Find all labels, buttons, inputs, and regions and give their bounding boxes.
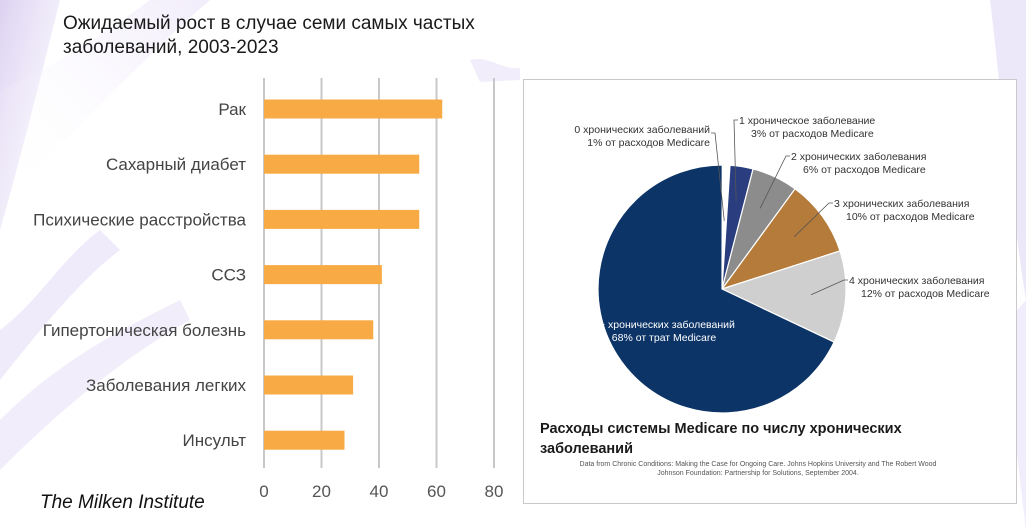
category-label: Психические расстройства xyxy=(33,210,246,229)
slice-value-label: 3% от расходов Medicare xyxy=(751,128,874,140)
slice-label: 0 хронических заболеваний xyxy=(574,124,710,136)
slice-label: 2 хронических заболевания xyxy=(791,151,926,163)
category-label: Заболевания легких xyxy=(86,376,247,395)
category-label: ССЗ xyxy=(211,266,246,285)
bar xyxy=(264,320,374,340)
category-label: Инсульт xyxy=(183,431,247,450)
pie-slice xyxy=(720,187,841,291)
bar xyxy=(264,154,420,174)
leader-line xyxy=(759,155,790,209)
x-tick-label: 20 xyxy=(312,482,331,501)
slice-value-label: 6% от расходов Medicare xyxy=(803,164,926,176)
slice-value-label: 68% от трат Medicare xyxy=(612,332,717,344)
bar xyxy=(264,209,420,229)
pie-title: Расходы системы Medicare по числу хронич… xyxy=(540,421,902,457)
bar xyxy=(264,430,345,450)
x-tick-label: 0 xyxy=(259,482,268,501)
slice-label: 4 хронических заболевания xyxy=(849,275,984,287)
category-label: Рак xyxy=(218,100,246,119)
bar xyxy=(264,375,354,395)
x-tick-label: 80 xyxy=(485,482,504,501)
leader-line xyxy=(711,132,725,221)
bar-chart: 0 20 40 60 80 Рак Сахарный диабет Психические р… xyxy=(33,78,504,501)
pie-slice xyxy=(597,164,835,414)
slice-value-label: 1% от расходов Medicare xyxy=(587,137,710,149)
pie-source-note: Data from Chronic Conditions: Making the… xyxy=(579,461,937,477)
x-tick-label: 40 xyxy=(370,482,389,501)
slice-label: 3 хронических заболевания xyxy=(834,198,969,210)
bar xyxy=(264,265,382,285)
x-tick-label: 60 xyxy=(427,482,446,501)
pie-slice xyxy=(720,250,847,343)
bar xyxy=(264,99,443,119)
slice-label: 1 хроническое заболевание xyxy=(739,115,875,127)
category-label: Сахарный диабет xyxy=(106,155,246,174)
category-label: Гипертоническая болезнь xyxy=(43,321,246,340)
source-label: The Milken Institute xyxy=(40,492,205,513)
leader-line xyxy=(733,119,738,201)
leader-line xyxy=(794,202,833,237)
slice-value-label: 12% от расходов Medicare xyxy=(861,288,990,300)
chart-title: Ожидаемый рост в случае семи самых часты… xyxy=(63,13,475,58)
leader-line xyxy=(810,279,848,296)
pie-panel: 0 хронических заболеваний 1% от расходов … xyxy=(523,79,1017,504)
slice-value-label: 10% от расходов Medicare xyxy=(846,211,975,223)
slice-label: 5+ хронических заболеваний xyxy=(593,319,735,331)
